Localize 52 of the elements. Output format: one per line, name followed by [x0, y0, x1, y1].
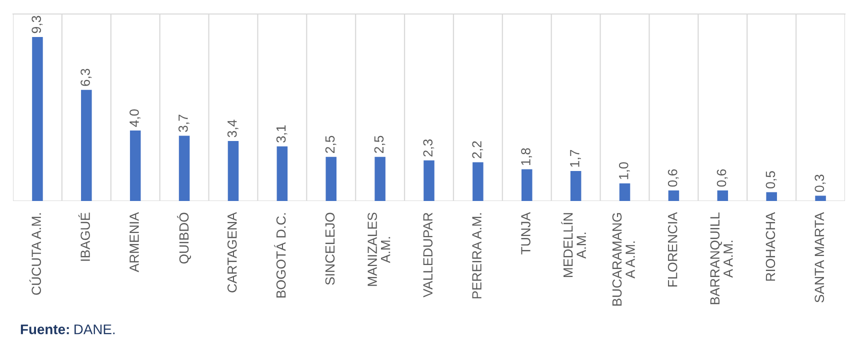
bar [570, 171, 582, 201]
bar [522, 169, 532, 201]
x-tick-label: ARMENIA [130, 212, 139, 272]
x-tick-label: CÚCUTA A.M. [29, 213, 42, 295]
bar [326, 156, 336, 201]
data-label: 2,5 [325, 136, 336, 153]
data-label: 3,4 [227, 120, 238, 138]
x-tick-label: BARRANQUILL A A.M. [710, 212, 733, 304]
x-tick-label: SINCELEJO [325, 212, 335, 285]
x-tick-label: RIOHACHA [766, 212, 776, 281]
data-label: 0,3 [814, 174, 826, 192]
bar [130, 130, 141, 201]
data-label: 0,6 [668, 169, 679, 187]
data-label: 2,3 [423, 139, 434, 156]
x-tick-label: IBAGUÉ [78, 212, 90, 261]
data-label: 1,0 [618, 162, 630, 180]
x-tick-label: QUIBDÓ [177, 212, 192, 264]
x-tick-label: VALLEDUPAR [423, 212, 433, 298]
data-label: 9,3 [32, 16, 43, 34]
x-tick-label: CARTAGENA [227, 212, 237, 292]
data-label: 1,7 [570, 150, 581, 167]
x-tick-label: SANTA MARTA [814, 212, 824, 302]
bar [228, 141, 239, 201]
data-label: 1,8 [521, 148, 532, 165]
x-tick-label: MEDELLÍN A.M. [561, 213, 586, 278]
bar [81, 90, 92, 201]
bar [424, 160, 434, 201]
data-label: 3,7 [178, 114, 190, 132]
x-tick-label: FLORENCIA [668, 212, 678, 287]
x-tick-label: BOGOTÁ D.C. [274, 213, 286, 298]
data-label: 0,5 [766, 171, 777, 188]
data-label: 0,6 [716, 169, 728, 187]
data-label: 3,1 [276, 125, 288, 143]
x-tick-label: PEREIRA A.M. [472, 213, 482, 298]
data-label: 2,2 [472, 141, 484, 158]
bar [619, 183, 630, 201]
bar [668, 190, 680, 201]
bar [815, 196, 826, 201]
x-tick-label: TUNJA [521, 212, 530, 254]
data-label: 6,3 [80, 68, 92, 86]
bar [178, 136, 190, 201]
x-tick-label: MANIZALES A.M. [368, 212, 390, 286]
data-label: 4,0 [130, 109, 140, 127]
bar [472, 162, 484, 201]
x-tick-label: BUCARAMANG A A.M. [612, 213, 635, 306]
bar [766, 192, 777, 201]
bar [374, 156, 386, 201]
bar [276, 146, 288, 201]
source-note: Fuente: DANE. [20, 324, 115, 334]
data-label: 2,5 [374, 136, 386, 153]
bar [717, 190, 728, 201]
bar [32, 36, 43, 201]
